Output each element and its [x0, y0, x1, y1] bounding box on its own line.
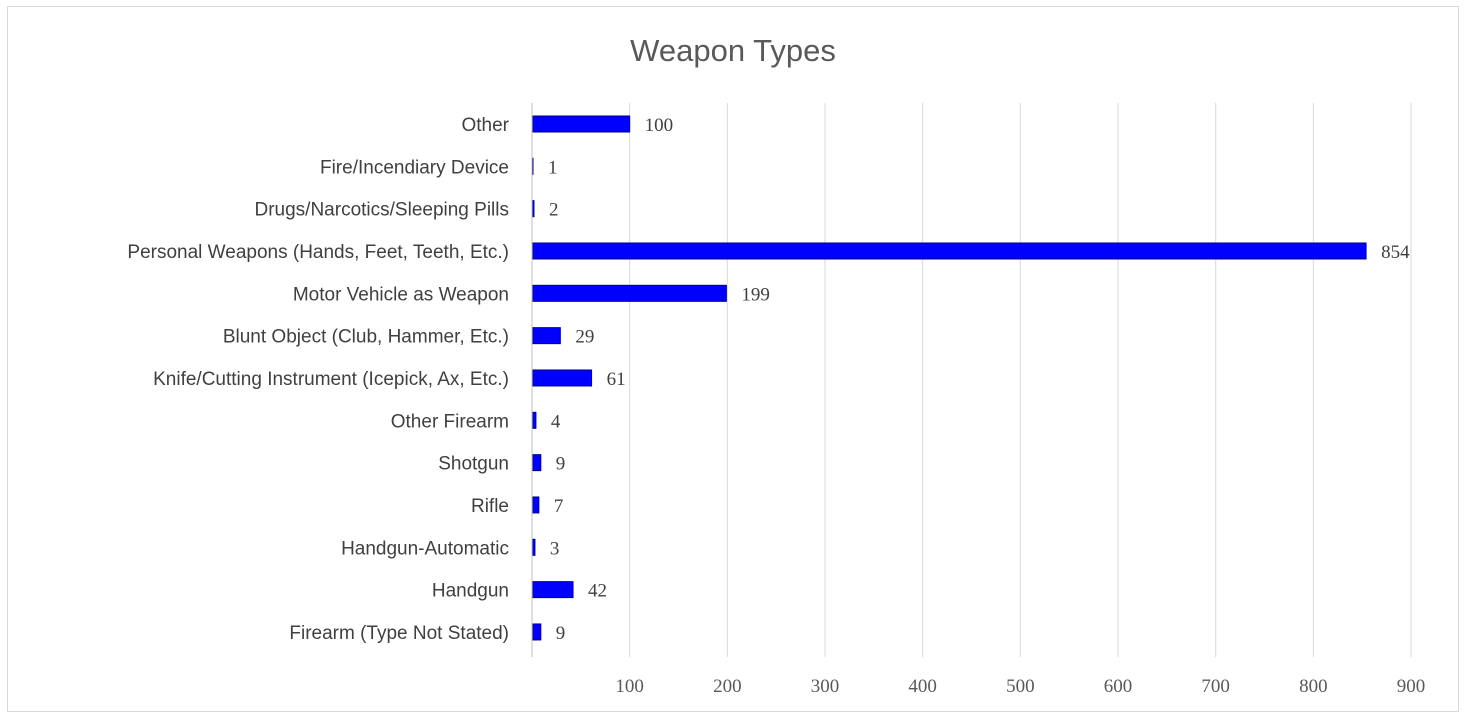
bar-5[interactable]	[531, 327, 561, 345]
x-axis-tick-labels: 100 200 300 400 500 600 700 800 900	[615, 676, 1425, 697]
data-labels: 100 1 2 854 199 29 61 4 9 7 3 42 9	[548, 115, 1410, 644]
category-label-12: Firearm (Type Not Stated)	[289, 623, 509, 644]
x-tick-label-600: 600	[1104, 676, 1133, 697]
chart-frame: Weapon Types Other Fire/Incendiary Device…	[7, 6, 1459, 712]
x-tick-label-300: 300	[811, 676, 840, 697]
data-label-3: 854	[1381, 242, 1410, 263]
gridlines	[629, 103, 1412, 657]
bar-4[interactable]	[531, 284, 727, 302]
data-label-7: 4	[551, 411, 561, 432]
weapon-types-chart: Weapon Types Other Fire/Incendiary Device…	[127, 33, 1425, 697]
category-label-4: Motor Vehicle as Weapon	[293, 284, 509, 305]
category-label-10: Handgun-Automatic	[341, 538, 509, 559]
bar-6[interactable]	[531, 369, 593, 387]
chart-title: Weapon Types	[630, 33, 836, 68]
x-tick-label-500: 500	[1006, 676, 1035, 697]
category-label-3: Personal Weapons (Hands, Feet, Teeth, Et…	[127, 242, 509, 263]
category-label-11: Handgun	[432, 581, 509, 602]
bar-9[interactable]	[531, 496, 540, 514]
data-label-1: 1	[548, 157, 558, 178]
category-label-1: Fire/Incendiary Device	[320, 157, 509, 178]
bar-3[interactable]	[531, 242, 1367, 260]
data-label-10: 3	[550, 538, 560, 559]
bar-8[interactable]	[531, 454, 542, 472]
data-label-0: 100	[645, 115, 674, 136]
x-tick-label-900: 900	[1397, 676, 1426, 697]
category-label-5: Blunt Object (Club, Hammer, Etc.)	[223, 327, 509, 348]
category-labels: Other Fire/Incendiary Device Drugs/Narcoti…	[127, 115, 509, 644]
data-label-9: 7	[554, 496, 564, 517]
x-tick-label-200: 200	[713, 676, 742, 697]
x-tick-label-800: 800	[1299, 676, 1328, 697]
x-tick-label-700: 700	[1201, 676, 1230, 697]
category-label-9: Rifle	[471, 496, 509, 517]
category-label-7: Other Firearm	[391, 411, 509, 432]
data-label-5: 29	[575, 327, 594, 348]
bar-0[interactable]	[531, 115, 631, 133]
bars	[531, 115, 1367, 641]
category-label-2: Drugs/Narcotics/Sleeping Pills	[255, 200, 510, 221]
bar-7[interactable]	[531, 411, 537, 429]
bar-12[interactable]	[531, 623, 542, 641]
bar-11[interactable]	[531, 581, 574, 599]
data-label-6: 61	[607, 369, 626, 390]
data-label-4: 199	[741, 284, 770, 305]
data-label-11: 42	[588, 581, 607, 602]
category-label-0: Other	[461, 115, 509, 136]
data-label-8: 9	[556, 454, 566, 475]
category-label-6: Knife/Cutting Instrument (Icepick, Ax, E…	[153, 369, 509, 390]
x-tick-label-400: 400	[908, 676, 937, 697]
data-label-12: 9	[556, 623, 566, 644]
category-label-8: Shotgun	[438, 454, 509, 475]
x-tick-label-100: 100	[615, 676, 644, 697]
data-label-2: 2	[549, 200, 559, 221]
